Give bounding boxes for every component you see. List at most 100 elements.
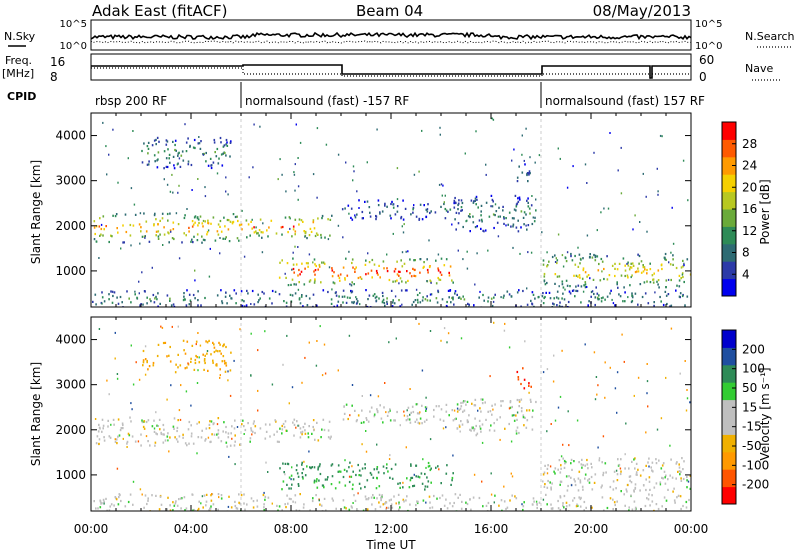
heatmap-cell xyxy=(350,207,353,210)
heatmap-cell xyxy=(454,290,457,293)
heatmap-cell xyxy=(559,301,561,304)
heatmap-cell xyxy=(614,274,616,278)
heatmap-cell xyxy=(206,233,208,236)
colorbar-swatch xyxy=(722,209,736,227)
heatmap-cell xyxy=(167,496,169,499)
heatmap-cell xyxy=(393,302,396,305)
heatmap-cell xyxy=(377,395,380,398)
heatmap-cell xyxy=(563,466,566,469)
heatmap-cell xyxy=(297,185,300,188)
heatmap-cell xyxy=(530,251,533,254)
heatmap-cell xyxy=(301,381,303,384)
heatmap-cell xyxy=(574,263,577,266)
heatmap-cell xyxy=(216,147,219,151)
heatmap-cell xyxy=(168,241,170,244)
heatmap-cell xyxy=(166,294,169,297)
heatmap-cell xyxy=(311,466,313,469)
heatmap-cell xyxy=(437,269,440,272)
heatmap-cell xyxy=(579,505,582,508)
heatmap-cell xyxy=(620,490,622,493)
heatmap-cell xyxy=(236,426,239,428)
heatmap-cell xyxy=(629,479,631,482)
heatmap-cell xyxy=(382,503,385,506)
heatmap-cell xyxy=(462,225,464,229)
heatmap-cell xyxy=(95,303,97,306)
heatmap-cell xyxy=(286,334,288,337)
heatmap-cell xyxy=(598,457,601,460)
heatmap-cell xyxy=(180,507,182,510)
heatmap-cell xyxy=(468,414,470,417)
heatmap-cell xyxy=(413,473,415,476)
heatmap-cell xyxy=(302,477,304,480)
heatmap-cell xyxy=(156,433,158,436)
heatmap-cell xyxy=(384,382,386,384)
heatmap-cell xyxy=(418,322,420,325)
heatmap-cell xyxy=(602,474,604,477)
heatmap-cell xyxy=(503,217,505,220)
heatmap-cell xyxy=(240,494,243,497)
heatmap-cell xyxy=(620,274,623,277)
heatmap-cell xyxy=(197,436,200,439)
heatmap-cell xyxy=(587,479,589,482)
heatmap-cell xyxy=(142,364,144,367)
heatmap-cell xyxy=(348,480,351,484)
heatmap-cell xyxy=(282,480,285,483)
heatmap-cell xyxy=(445,410,448,413)
heatmap-cell xyxy=(263,503,265,506)
cpid-segments: rbsp 200 RF normalsound (fast) -157 RF nor… xyxy=(95,82,705,108)
heatmap-cell xyxy=(352,502,354,504)
heatmap-cell xyxy=(645,488,647,492)
heatmap-cell xyxy=(351,290,354,293)
heatmap-cell xyxy=(542,480,544,483)
heatmap-cell xyxy=(98,426,101,429)
heatmap-cell xyxy=(554,282,556,285)
heatmap-cell xyxy=(115,498,118,501)
heatmap-cell xyxy=(305,294,308,298)
heatmap-cell xyxy=(409,421,412,424)
heatmap-cell xyxy=(111,235,113,238)
heatmap-cell xyxy=(361,395,363,397)
heatmap-cell xyxy=(281,173,283,176)
heatmap-cell xyxy=(399,486,401,489)
heatmap-cell xyxy=(678,279,681,282)
heatmap-cell xyxy=(612,508,614,511)
heatmap-cell xyxy=(500,296,502,299)
heatmap-cell xyxy=(606,295,609,298)
heatmap-cell xyxy=(370,496,373,499)
heatmap-cell xyxy=(542,498,545,501)
heatmap-cell xyxy=(138,292,140,295)
heatmap-cell xyxy=(604,396,606,399)
heatmap-cell xyxy=(531,302,533,305)
heatmap-cell xyxy=(427,480,430,483)
heatmap-cell xyxy=(147,141,150,144)
heatmap-cell xyxy=(151,266,153,269)
heatmap-cell xyxy=(504,427,506,430)
freq-tick-top: 16 xyxy=(50,55,65,69)
heatmap-cell xyxy=(120,499,122,503)
heatmap-cell xyxy=(618,293,620,296)
heatmap-cell xyxy=(487,300,489,303)
heatmap-cell xyxy=(168,232,170,235)
heatmap-cell xyxy=(517,230,520,233)
heatmap-cell xyxy=(179,497,182,500)
heatmap-cell xyxy=(227,228,230,231)
heatmap-cell xyxy=(163,433,165,436)
heatmap-cell xyxy=(520,210,523,213)
heatmap-cell xyxy=(616,500,618,503)
heatmap-cell xyxy=(209,507,212,510)
heatmap-cell xyxy=(281,488,283,491)
heatmap-cell xyxy=(194,146,196,150)
heatmap-cell xyxy=(213,343,215,346)
heatmap-cell xyxy=(632,264,635,267)
heatmap-cell xyxy=(405,419,408,422)
heatmap-cell xyxy=(173,164,175,167)
heatmap-cell xyxy=(503,329,506,332)
heatmap-cell xyxy=(470,429,472,432)
heatmap-cell xyxy=(392,203,394,206)
heatmap-cell xyxy=(315,480,318,483)
heatmap-cell xyxy=(142,349,145,353)
heatmap-cell xyxy=(549,465,552,468)
heatmap-cell xyxy=(570,252,572,256)
heatmap-cell xyxy=(557,499,559,503)
heatmap-cell xyxy=(648,457,650,460)
